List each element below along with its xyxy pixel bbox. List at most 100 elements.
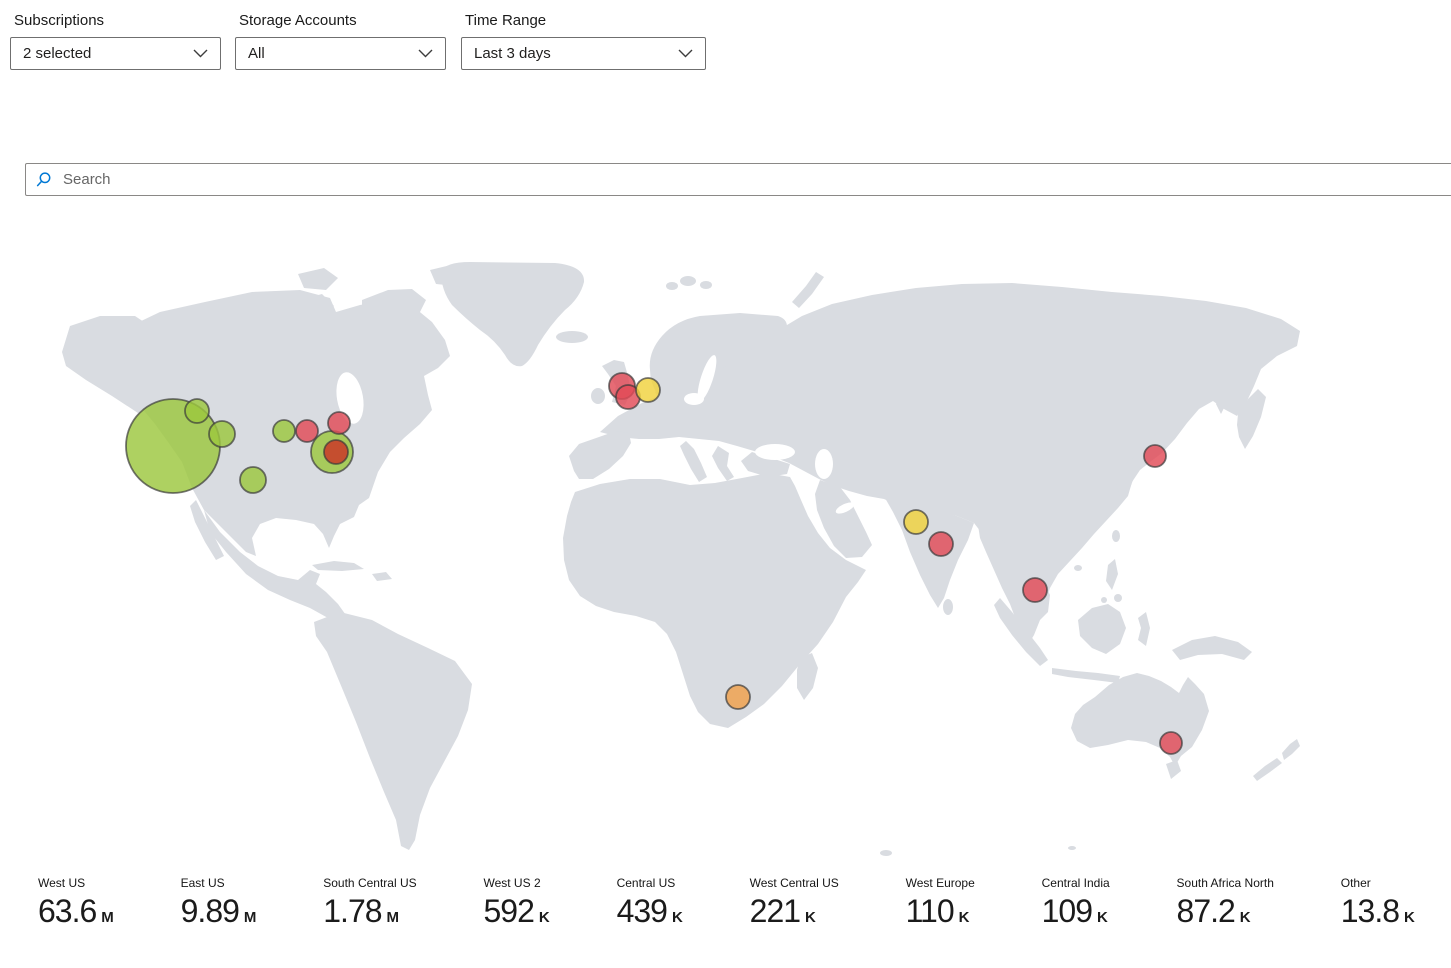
region-stat-value: 109 K — [1042, 893, 1110, 930]
landmass-scandinavia — [649, 313, 787, 407]
landmass-alaska — [62, 316, 150, 413]
search-icon — [36, 172, 51, 187]
region-stat-value: 110 K — [906, 893, 975, 930]
landmass-philippines — [1106, 559, 1118, 590]
region-stat-suffix: M — [243, 909, 257, 926]
region-stat-suffix: M — [386, 909, 400, 926]
map-bubble-orange[interactable] — [725, 684, 751, 710]
region-stat-label: Central US — [616, 876, 676, 890]
region-stat: West Europe 110 K — [906, 876, 975, 930]
dropdown-selected-value: Last 3 days — [474, 45, 551, 62]
region-stat-number: 9.89 — [180, 893, 240, 929]
subscriptions-dropdown[interactable]: 2 selected — [10, 37, 221, 70]
region-stat-label: West Central US — [749, 876, 839, 890]
landmass-philippines-3 — [1101, 597, 1107, 603]
region-stat-value: 9.89 M — [181, 893, 257, 930]
region-stat: Central US 439 K — [617, 876, 683, 930]
region-stat-value: 592 K — [483, 893, 549, 930]
landmass-australia — [1071, 673, 1209, 766]
region-stat-suffix: M — [101, 909, 114, 926]
region-stat: East US 9.89 M — [181, 876, 257, 930]
landmass-ireland — [591, 388, 605, 404]
inland-seas — [336, 355, 855, 514]
map-bubbles — [125, 372, 1183, 755]
landmass-baja — [190, 500, 224, 560]
black-sea — [755, 444, 795, 460]
region-stat-value: 13.8 K — [1341, 893, 1415, 930]
map-bubble-red[interactable] — [327, 411, 351, 435]
map-bubble-yellow[interactable] — [903, 509, 929, 535]
landmass-anatolia — [741, 452, 790, 477]
map-bubble-green[interactable] — [239, 466, 267, 494]
baltic-sea — [697, 355, 717, 401]
region-stat-label: Other — [1340, 876, 1371, 890]
map-bubble-red[interactable] — [295, 419, 319, 443]
landmass-india — [885, 498, 974, 608]
region-stat-suffix: K — [1239, 909, 1251, 926]
dropdown-selected-value: All — [248, 45, 265, 62]
region-stat-number: 592 — [483, 893, 534, 929]
landmass-kamchatka — [1237, 389, 1266, 449]
landmass-arabia — [815, 480, 872, 558]
map-bubble-red[interactable] — [928, 531, 954, 557]
region-stat-label: South Central US — [323, 876, 417, 890]
region-stat-number: 13.8 — [1340, 893, 1400, 929]
landmass-java — [1052, 668, 1120, 683]
landmass-svalbard — [666, 282, 678, 290]
filter-group-time-range: Time Range Last 3 days — [461, 12, 706, 70]
landmass-africa — [563, 473, 866, 728]
map-bubble-green[interactable] — [208, 420, 236, 448]
region-stat-value: 87.2 K — [1177, 893, 1274, 930]
persian-gulf — [835, 502, 855, 514]
landmass-arctic-islands — [298, 264, 468, 336]
search-bar[interactable] — [25, 163, 1451, 196]
region-stat: South Africa North 87.2 K — [1177, 876, 1274, 930]
landmass-new-zealand — [1253, 739, 1300, 781]
caspian-sea — [815, 449, 833, 479]
map-bubble-green[interactable] — [184, 398, 210, 424]
landmass-iceland — [556, 331, 588, 343]
landmass-madagascar — [797, 653, 818, 700]
baltic-sea-south — [684, 393, 704, 405]
region-stat-number: 439 — [616, 893, 668, 929]
search-input[interactable] — [61, 170, 1443, 189]
landmass-japan-kyushu — [1113, 464, 1123, 472]
storage-accounts-dropdown[interactable]: All — [235, 37, 446, 70]
region-stat-number: 221 — [749, 893, 801, 929]
map-bubble-green[interactable] — [272, 419, 296, 443]
map-bubble-yellow[interactable] — [635, 377, 661, 403]
landmass-hainan — [1074, 565, 1082, 571]
region-stat: West US 63.6 M — [38, 876, 114, 930]
region-stat-number: 1.78 — [323, 893, 382, 929]
chevron-down-icon — [418, 49, 433, 58]
region-stat-value: 221 K — [750, 893, 839, 930]
time-range-dropdown[interactable]: Last 3 days — [461, 37, 706, 70]
landmass-korea — [1116, 466, 1133, 498]
chevron-down-icon — [678, 49, 693, 58]
region-stat-label: West US 2 — [483, 876, 541, 890]
landmass-italy — [680, 441, 707, 482]
map-bubble-red[interactable] — [1159, 731, 1183, 755]
filter-group-storage-accounts: Storage Accounts All — [235, 12, 446, 70]
landmass-small-island — [880, 850, 892, 856]
landmass-tasmania — [1166, 760, 1181, 779]
region-stat-number: 109 — [1041, 893, 1093, 929]
region-stat: Other 13.8 K — [1341, 876, 1415, 930]
map-bubble-red[interactable] — [1022, 577, 1048, 603]
region-stat-suffix: K — [805, 909, 816, 926]
map-bubble-red_on_green[interactable] — [323, 439, 349, 465]
region-stat-label: East US — [180, 876, 225, 890]
region-stat: South Central US 1.78 M — [323, 876, 416, 930]
region-stat-label: South Africa North — [1176, 876, 1274, 890]
filter-label: Time Range — [465, 12, 547, 29]
region-stat: West Central US 221 K — [750, 876, 839, 930]
landmass-taiwan — [1112, 530, 1120, 542]
chevron-down-icon — [193, 49, 208, 58]
region-stat-label: West US — [38, 876, 86, 890]
landmass-small-island-2 — [1068, 846, 1076, 850]
map-bubble-red[interactable] — [1143, 444, 1167, 468]
landmass-sri-lanka — [943, 599, 953, 615]
region-stat: Central India 109 K — [1042, 876, 1110, 930]
landmass-sumatra — [994, 598, 1048, 666]
region-stat-number: 87.2 — [1176, 893, 1236, 929]
